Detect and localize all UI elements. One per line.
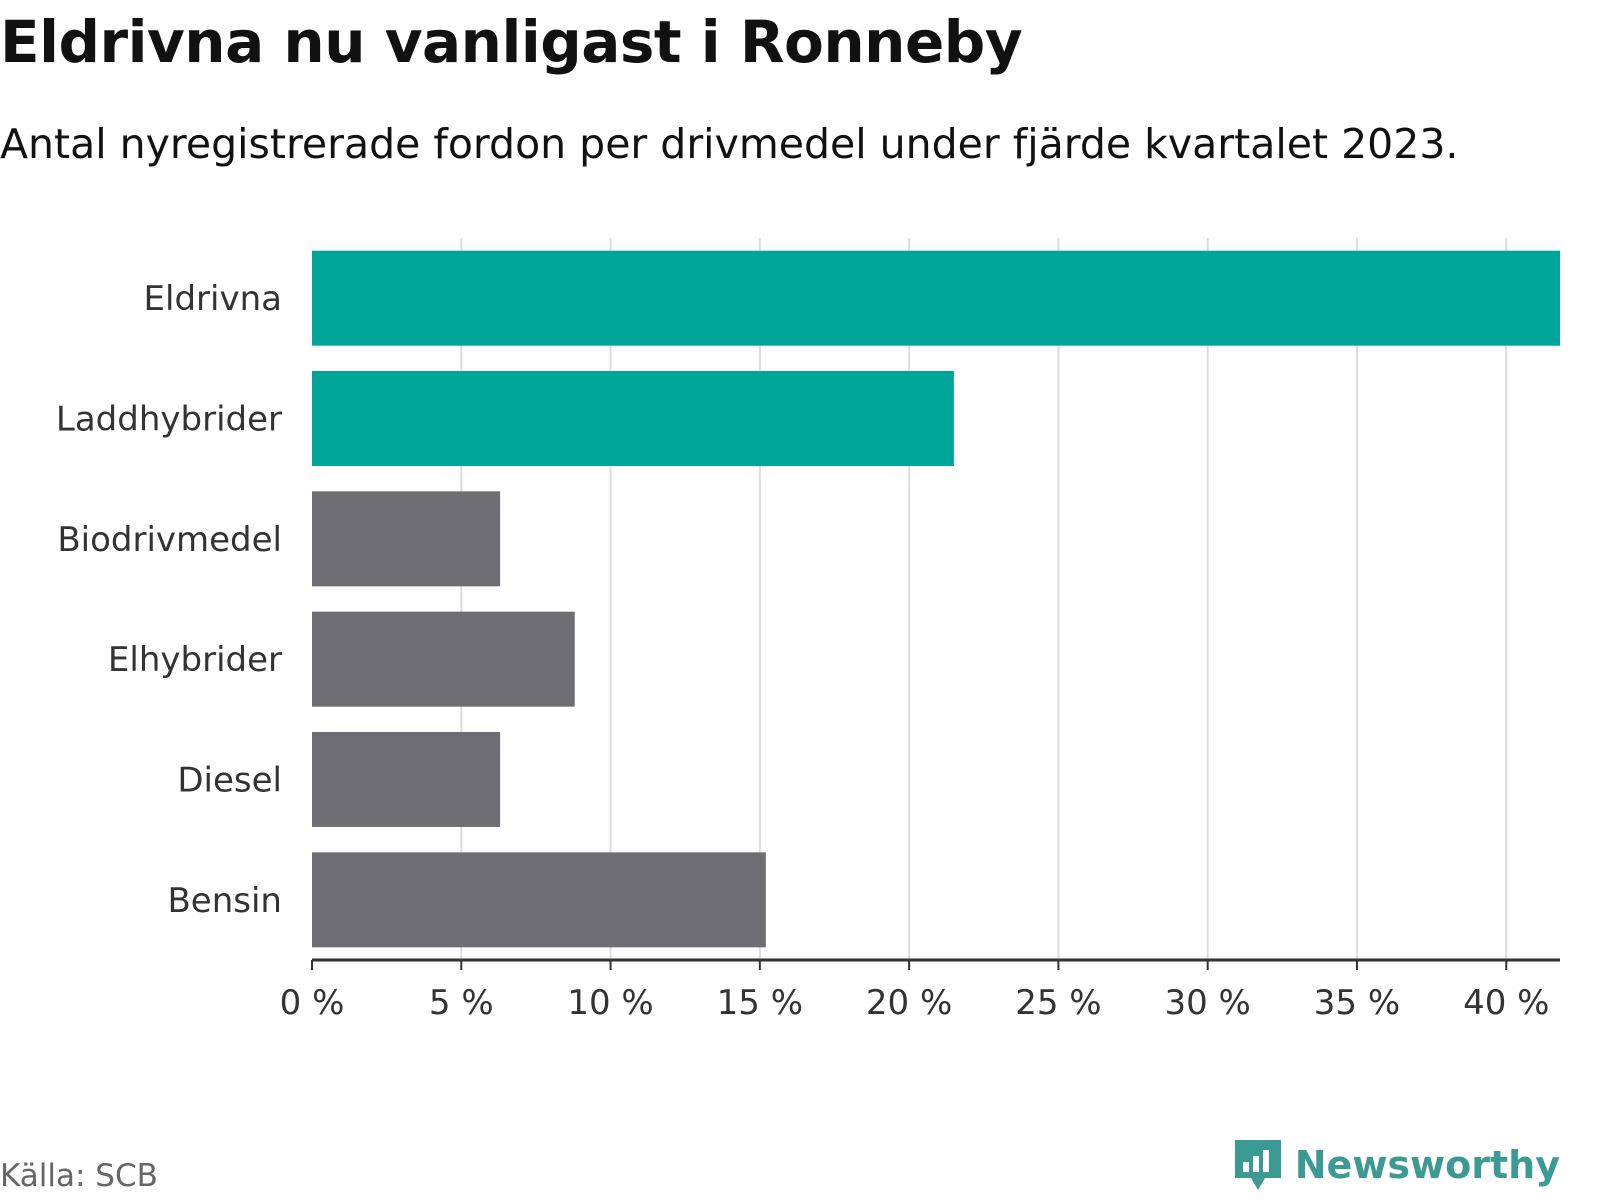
category-label: Laddhybrider [56, 400, 282, 440]
bar-chart: Eldrivna Laddhybrider Biodrivmedel Elhybrid… [56, 238, 1560, 1023]
bar-laddhybrider [312, 371, 954, 466]
category-label: Elhybrider [108, 640, 282, 680]
bar-biodrivmedel [312, 491, 501, 587]
x-tick-label: 25 % [1015, 983, 1101, 1023]
bar-diesel [312, 732, 501, 827]
x-tick-label: 15 % [717, 983, 803, 1023]
x-tick-label: 10 % [567, 983, 653, 1023]
category-label: Bensin [167, 881, 282, 921]
x-tick-label: 20 % [866, 983, 952, 1023]
newsworthy-logo-icon [1234, 1140, 1281, 1190]
category-label: Diesel [177, 761, 282, 801]
category-label: Biodrivmedel [57, 520, 282, 560]
x-tick-label: 5 % [429, 983, 494, 1023]
x-tick-label: 40 % [1463, 983, 1549, 1023]
bar-elhybrider [312, 611, 575, 707]
chart-subtitle: Antal nyregistrerade fordon per drivmede… [0, 120, 1459, 168]
x-tick-label: 0 % [280, 983, 345, 1023]
brand-name: Newsworthy [1294, 1143, 1560, 1187]
x-tick-label: 30 % [1164, 983, 1250, 1023]
chart-title: Eldrivna nu vanligast i Ronneby [0, 8, 1023, 76]
source-note: Källa: SCB [0, 1158, 158, 1194]
brand-logo: Newsworthy [1233, 1138, 1560, 1192]
x-tick-label: 35 % [1314, 983, 1400, 1023]
category-label: Eldrivna [144, 279, 282, 319]
bar-eldrivna [312, 250, 1560, 346]
bar-bensin [312, 852, 766, 948]
